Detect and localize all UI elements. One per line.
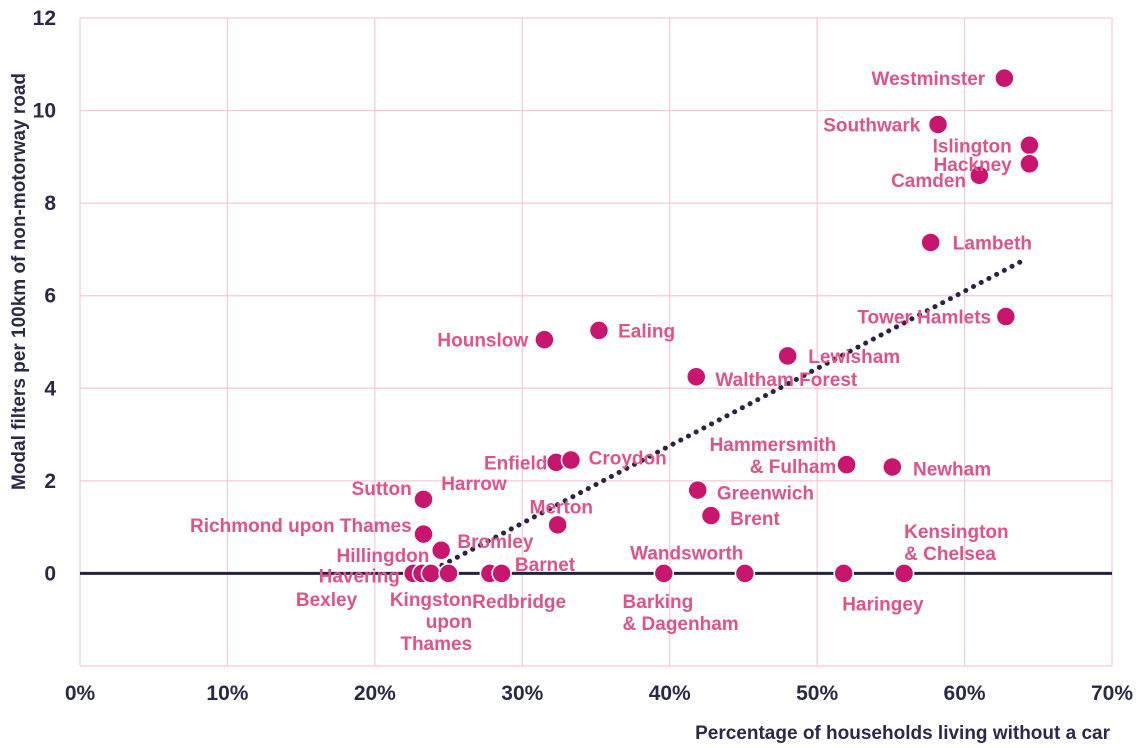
y-tick-label: 2 <box>44 470 56 493</box>
data-point <box>969 165 990 186</box>
data-point <box>653 563 675 584</box>
y-tick-label: 10 <box>33 100 56 123</box>
data-point <box>438 563 459 584</box>
trendline <box>423 256 1029 576</box>
data-point <box>920 232 941 253</box>
data-label: Kingston upon Thames <box>390 590 472 655</box>
data-point <box>994 67 1015 89</box>
data-point <box>491 563 512 584</box>
data-point <box>836 454 857 475</box>
data-label: Wandsworth <box>630 544 743 565</box>
data-point <box>430 540 452 561</box>
x-tick-label: 50% <box>796 682 838 705</box>
data-label: Waltham Forest <box>715 370 857 391</box>
data-points <box>402 67 1040 584</box>
data-label: Brent <box>730 509 780 530</box>
data-point <box>777 345 798 367</box>
data-label: Haringey <box>842 595 924 616</box>
data-label: Greenwich <box>717 483 814 504</box>
x-tick-label: 60% <box>944 682 986 705</box>
data-label: Havering <box>319 567 400 588</box>
data-point <box>734 563 756 584</box>
data-label: Richmond upon Thames <box>190 516 412 537</box>
data-label: Southwark <box>823 115 921 136</box>
y-axis-title: Modal filters per 100km of non-motorway … <box>9 73 30 490</box>
data-label: Barking & Dagenham <box>623 592 739 635</box>
x-axis-title: Percentage of households living without … <box>695 723 1111 744</box>
data-label: Kensington & Chelsea <box>904 522 1009 565</box>
data-point <box>413 523 434 545</box>
data-point <box>547 514 568 536</box>
x-tick-label: 30% <box>501 682 543 705</box>
data-label: Harrow <box>441 474 507 495</box>
data-point <box>882 456 903 478</box>
data-label: Barnet <box>515 555 576 576</box>
data-point <box>893 563 915 584</box>
x-tick-label: 40% <box>649 682 691 705</box>
data-point <box>833 563 854 584</box>
x-tick-label: 20% <box>354 682 396 705</box>
data-label: Hillingdon <box>337 546 430 567</box>
data-label: Enfield <box>484 453 547 474</box>
data-point <box>700 505 722 526</box>
data-point <box>686 366 707 387</box>
y-tick-label: 8 <box>44 192 56 215</box>
y-tick-label: 6 <box>44 285 56 308</box>
data-label: Tower Hamlets <box>857 308 991 329</box>
data-point <box>1019 153 1040 175</box>
y-tick-label: 4 <box>44 377 56 400</box>
data-point <box>534 329 555 350</box>
data-label: Hounslow <box>437 331 528 352</box>
data-label: Bromley <box>457 532 533 553</box>
data-point <box>413 489 434 510</box>
data-point <box>687 479 708 501</box>
data-label: Westminster <box>872 69 986 90</box>
data-label: Merton <box>530 497 593 518</box>
data-label: Hammersmith & Fulham <box>710 435 837 478</box>
data-label: Newham <box>913 459 991 480</box>
data-label: Ealing <box>618 321 675 342</box>
x-tick-label: 0% <box>65 682 96 705</box>
x-tick-label: 70% <box>1091 682 1133 705</box>
data-label: Lambeth <box>953 233 1032 254</box>
data-point <box>995 306 1017 327</box>
x-tick-label: 10% <box>206 682 248 705</box>
grid <box>79 17 1113 667</box>
y-tick-label: 12 <box>33 7 56 30</box>
data-label: Lewisham <box>808 347 900 368</box>
data-point <box>927 114 949 135</box>
trendline-group <box>423 256 1029 576</box>
y-tick-label: 0 <box>44 562 56 585</box>
data-point <box>560 449 582 471</box>
data-point <box>1019 135 1040 156</box>
data-label: Camden <box>891 171 966 192</box>
data-labels: Westminster Southwark IslingtonHackneyCamd… <box>190 69 1032 655</box>
data-label: Croydon <box>589 449 667 470</box>
data-label: Sutton <box>352 479 412 500</box>
data-label: Redbridge <box>472 592 566 613</box>
data-label: Bexley <box>296 590 358 611</box>
data-point <box>588 320 610 341</box>
data-label: Hackney <box>934 155 1013 176</box>
data-label: Islington <box>933 136 1012 157</box>
axes: 0% 10% 20% 30% 40% 50% 60% 70% 0 2 4 6 8 10 12 <box>33 7 1134 705</box>
